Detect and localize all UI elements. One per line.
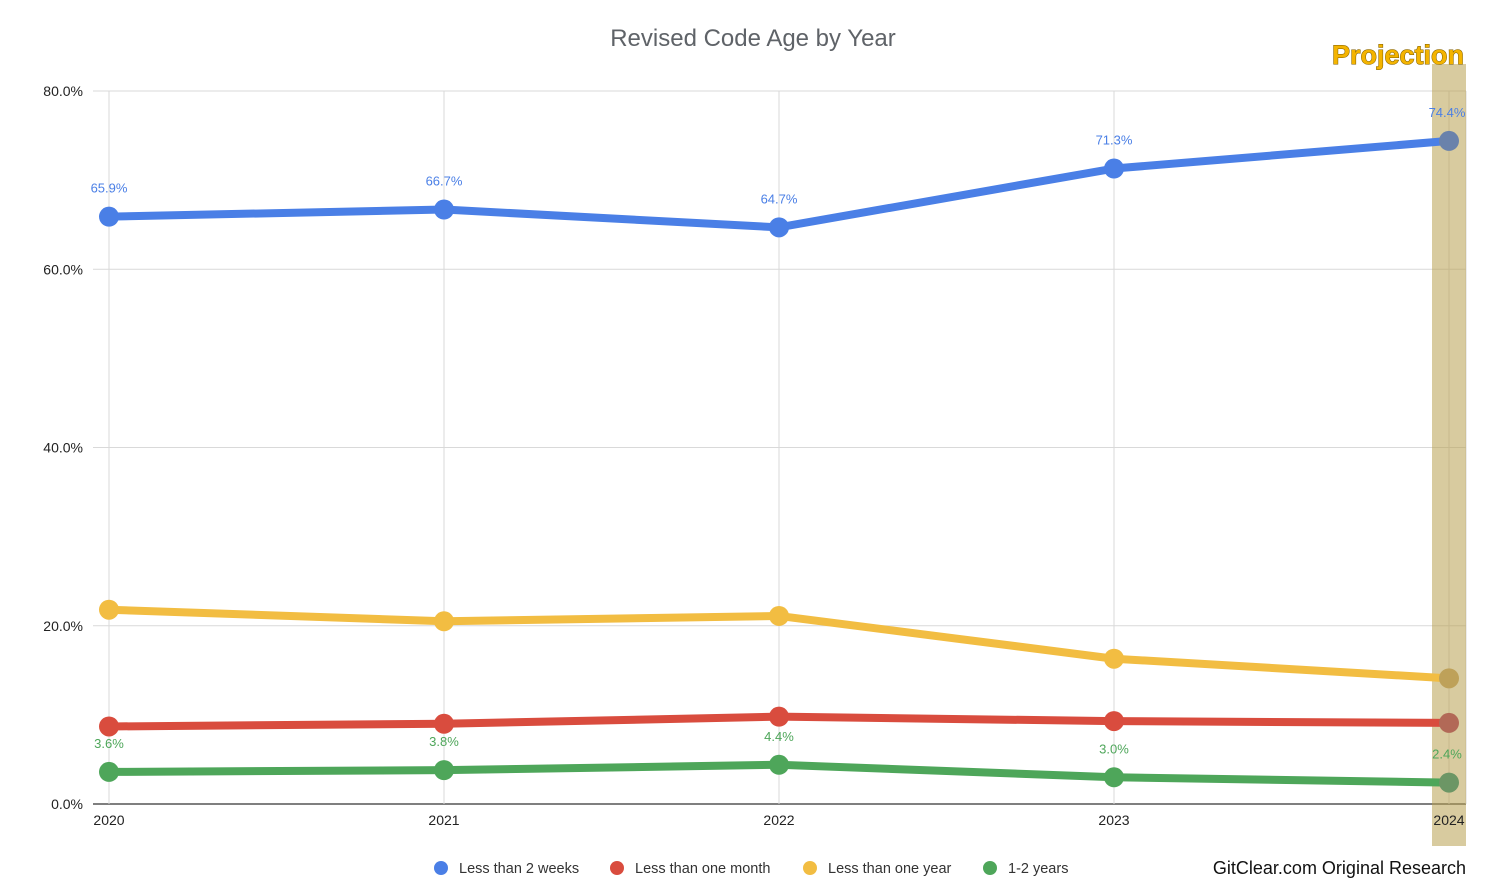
data-label: 71.3% [1096, 133, 1133, 148]
data-label: 64.7% [761, 191, 798, 206]
data-point-less-than-one-month [99, 716, 119, 737]
legend-label: Less than one month [635, 861, 770, 877]
data-point-1-2-years [99, 761, 119, 782]
data-point-less-than-one-year [769, 605, 789, 626]
data-point-less-than-one-year [1439, 668, 1459, 689]
projection-annotation: Projection [1332, 40, 1464, 70]
data-label: 66.7% [426, 174, 463, 189]
data-labels: 65.9% 66.7% 64.7% 71.3% 74.4% 3.6% 3.8% 4.4% 3.0… [91, 105, 1466, 762]
x-tick-label: 2022 [763, 812, 794, 828]
chart-title: Revised Code Age by Year [610, 25, 896, 52]
x-tick-label: 2024 [1433, 812, 1464, 828]
legend-marker [610, 861, 624, 875]
data-point-less-than-one-month [769, 706, 789, 727]
data-point-less-than-one-month [434, 713, 454, 734]
data-point-less-than-one-month [1104, 711, 1124, 732]
y-tick-label: 60.0% [43, 261, 83, 277]
data-point-less-than-2-weeks [1439, 130, 1459, 151]
data-point-less-than-2-weeks [1104, 158, 1124, 179]
data-point-less-than-one-month [1439, 712, 1459, 733]
y-tick-label: 0.0% [51, 796, 83, 812]
data-label: 65.9% [91, 181, 128, 196]
data-label: 2.4% [1432, 747, 1462, 762]
x-axis-ticks: 2020 2021 2022 2023 2024 [93, 812, 1464, 828]
data-label: 4.4% [764, 729, 794, 744]
series-layer [99, 130, 1459, 793]
data-point-1-2-years [1104, 767, 1124, 788]
x-tick-label: 2021 [428, 812, 459, 828]
data-label: 3.8% [429, 734, 459, 749]
credit-text: GitClear.com Original Research [1213, 858, 1466, 878]
data-point-less-than-2-weeks [99, 206, 119, 227]
y-tick-label: 40.0% [43, 440, 83, 456]
y-tick-label: 20.0% [43, 618, 83, 634]
x-tick-label: 2020 [93, 812, 124, 828]
data-label: 3.0% [1099, 741, 1129, 756]
x-tick-label: 2023 [1098, 812, 1129, 828]
y-axis-ticks: 0.0% 20.0% 40.0% 60.0% 80.0% [43, 83, 83, 812]
y-tick-label: 80.0% [43, 83, 83, 99]
legend-marker [983, 861, 997, 875]
data-point-1-2-years [434, 760, 454, 781]
data-point-less-than-2-weeks [434, 199, 454, 220]
data-point-1-2-years [1439, 772, 1459, 793]
data-label: 3.6% [94, 736, 124, 751]
legend-label: Less than one year [828, 861, 952, 877]
data-point-less-than-one-year [434, 611, 454, 632]
legend: Less than 2 weeks Less than one month Less… [434, 861, 1068, 877]
legend-marker [434, 861, 448, 875]
data-label: 74.4% [1429, 105, 1466, 120]
data-point-1-2-years [769, 754, 789, 775]
data-point-less-than-2-weeks [769, 217, 789, 238]
legend-label: Less than 2 weeks [459, 861, 579, 877]
legend-marker [803, 861, 817, 875]
data-point-less-than-one-year [1104, 648, 1124, 669]
data-point-less-than-one-year [99, 599, 119, 620]
legend-label: 1-2 years [1008, 861, 1068, 877]
